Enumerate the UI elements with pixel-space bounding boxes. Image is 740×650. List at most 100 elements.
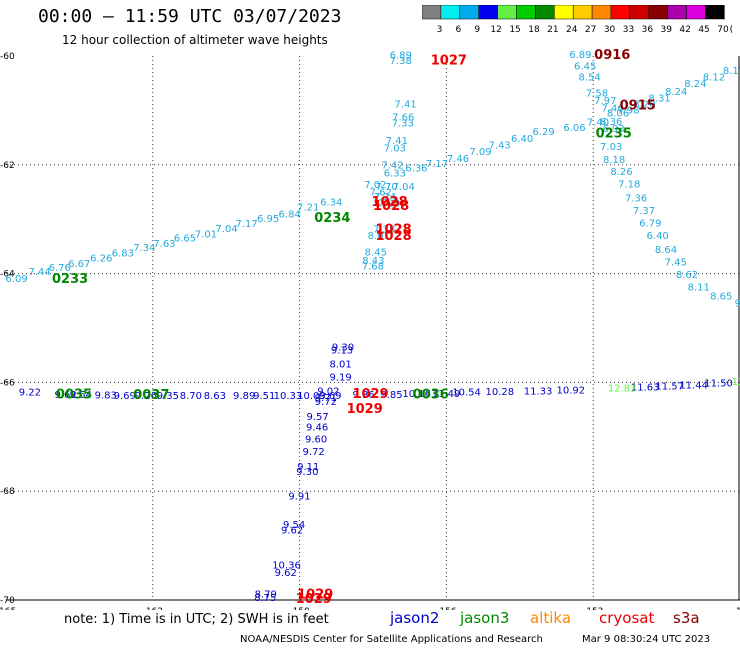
data-label: 8.06: [607, 109, 629, 120]
data-label: 10.16: [402, 389, 431, 400]
data-label: 1029: [352, 387, 388, 402]
data-label: 7.34: [133, 243, 155, 254]
data-label: 9.60: [305, 434, 327, 445]
data-label: 6.09: [6, 274, 28, 285]
y-tick-label: -70: [0, 596, 15, 606]
data-label: 7.24: [374, 192, 396, 203]
data-label: 9.22: [19, 388, 41, 399]
data-label: 0234: [314, 211, 350, 226]
data-label: 7.68: [362, 261, 384, 272]
data-label: 7.42: [381, 160, 403, 171]
chart-title: 00:00 — 11:59 UTC 03/07/2023: [38, 6, 342, 27]
colorbar-tick-label: 21: [547, 25, 558, 35]
data-label: 9.30: [296, 467, 318, 478]
colorbar-tick-label: 33: [623, 25, 634, 35]
data-label: 6.40: [647, 231, 669, 242]
data-label: 7.33: [392, 118, 414, 129]
data-label: 9.62: [281, 525, 303, 536]
data-label: 9.36: [352, 390, 374, 401]
footnote: note: 1) Time is in UTC; 2) SWH is in fe…: [64, 612, 329, 627]
data-label: 8.20: [633, 99, 655, 110]
data-label: 7.40: [587, 117, 609, 128]
data-label: 6.89: [390, 50, 412, 61]
data-label: 11.44: [679, 381, 708, 392]
data-label: 6.67: [68, 259, 90, 270]
data-label: 7.17: [235, 219, 257, 230]
data-label: 9.19: [329, 372, 351, 383]
data-label: 8.54: [579, 73, 601, 84]
data-label: 10.33: [274, 391, 303, 402]
data-label: 1028: [373, 199, 409, 214]
data-label: 7.17: [426, 159, 448, 170]
data-label: 6.95: [257, 214, 279, 225]
x-tick-label: -156: [436, 607, 457, 610]
colorbar-tick-label: 15: [509, 25, 520, 35]
data-label: 9.85: [380, 390, 402, 401]
data-label: 7.41: [386, 136, 408, 147]
data-label: 8.18: [603, 155, 625, 166]
data-label: 10.03: [297, 391, 326, 402]
colorbar-tick-label: 42: [679, 25, 690, 35]
data-label: 7.36: [625, 193, 647, 204]
colorbar-tick-label: 9: [474, 25, 480, 35]
colorbar-tick-label: 18: [528, 25, 540, 35]
colorbar-tick-label: 45: [698, 25, 709, 35]
generated-timestamp: Mar 9 08:30:24 UTC 2023: [582, 634, 711, 645]
data-label: 9.11: [297, 462, 319, 473]
colorbar-tick-label: 36: [642, 25, 654, 35]
data-label: 8.01: [329, 359, 351, 370]
plot-area: -165 -162 -159 -156 -153 -15 -60 -62 -64 -66 -68 -7…: [0, 48, 740, 610]
data-label: 0235: [596, 126, 632, 141]
colorbar-tick-label: 70: [717, 25, 729, 35]
data-label: 9.57: [306, 412, 328, 423]
data-label: 6.33: [384, 168, 406, 179]
data-label: 9.51: [253, 391, 275, 402]
data-label: 9.08: [735, 298, 740, 309]
data-label: 6.26: [90, 253, 112, 264]
data-label: 9.26: [135, 391, 157, 402]
data-label: 6.29: [533, 127, 555, 138]
data-label: 0036: [413, 387, 449, 402]
colorbar-tick-label: 30: [604, 25, 616, 35]
legend-cryosat: cryosat: [599, 609, 655, 627]
credit-line: NOAA/NESDIS Center for Satellite Applica…: [240, 634, 543, 645]
data-label: 10.28: [486, 387, 515, 398]
data-label: 7.28: [378, 198, 400, 209]
data-label: 7.44: [29, 267, 51, 278]
data-label: 7.03: [384, 143, 406, 154]
data-label: 9.35: [157, 391, 179, 402]
data-label: 11.50: [704, 378, 733, 389]
data-label: 7.62: [370, 188, 392, 199]
x-tick-label: -159: [289, 607, 310, 610]
data-label: 7.02: [364, 180, 386, 191]
data-label: 8.75: [254, 593, 276, 604]
data-label: 6.65: [174, 234, 196, 245]
data-label: 6.83: [112, 248, 134, 259]
data-label: 8.12: [703, 73, 725, 84]
data-label: 6.93: [602, 124, 624, 135]
data-label: 7.38: [373, 224, 395, 235]
data-label: 1029: [297, 588, 333, 603]
data-label: 6.89: [569, 50, 591, 61]
x-tick-label: -15: [733, 607, 740, 610]
colorbar-units-label: (ft): [730, 25, 732, 35]
colorbar-tick-label: 39: [661, 25, 673, 35]
data-label: 7.58: [586, 88, 608, 99]
data-label: 10.36: [272, 561, 301, 572]
data-label: 9.69: [114, 391, 136, 402]
data-label: 6.40: [511, 134, 533, 145]
data-label: 6.76: [49, 263, 71, 274]
data-label: 9.62: [54, 390, 76, 401]
data-label: 1028: [372, 195, 408, 210]
data-label: 8.11: [688, 283, 710, 294]
data-label: 7.70: [375, 182, 397, 193]
colorbar-tick-label: 24: [566, 25, 578, 35]
data-label: 1028: [375, 223, 411, 238]
y-tick-label: -60: [0, 52, 15, 62]
data-label: 10.54: [452, 388, 481, 399]
data-label: 8.70: [180, 391, 202, 402]
colorbar-tick-label: 12: [490, 25, 501, 35]
data-label: 6.34: [320, 197, 342, 208]
data-label: 8.43: [362, 256, 384, 267]
